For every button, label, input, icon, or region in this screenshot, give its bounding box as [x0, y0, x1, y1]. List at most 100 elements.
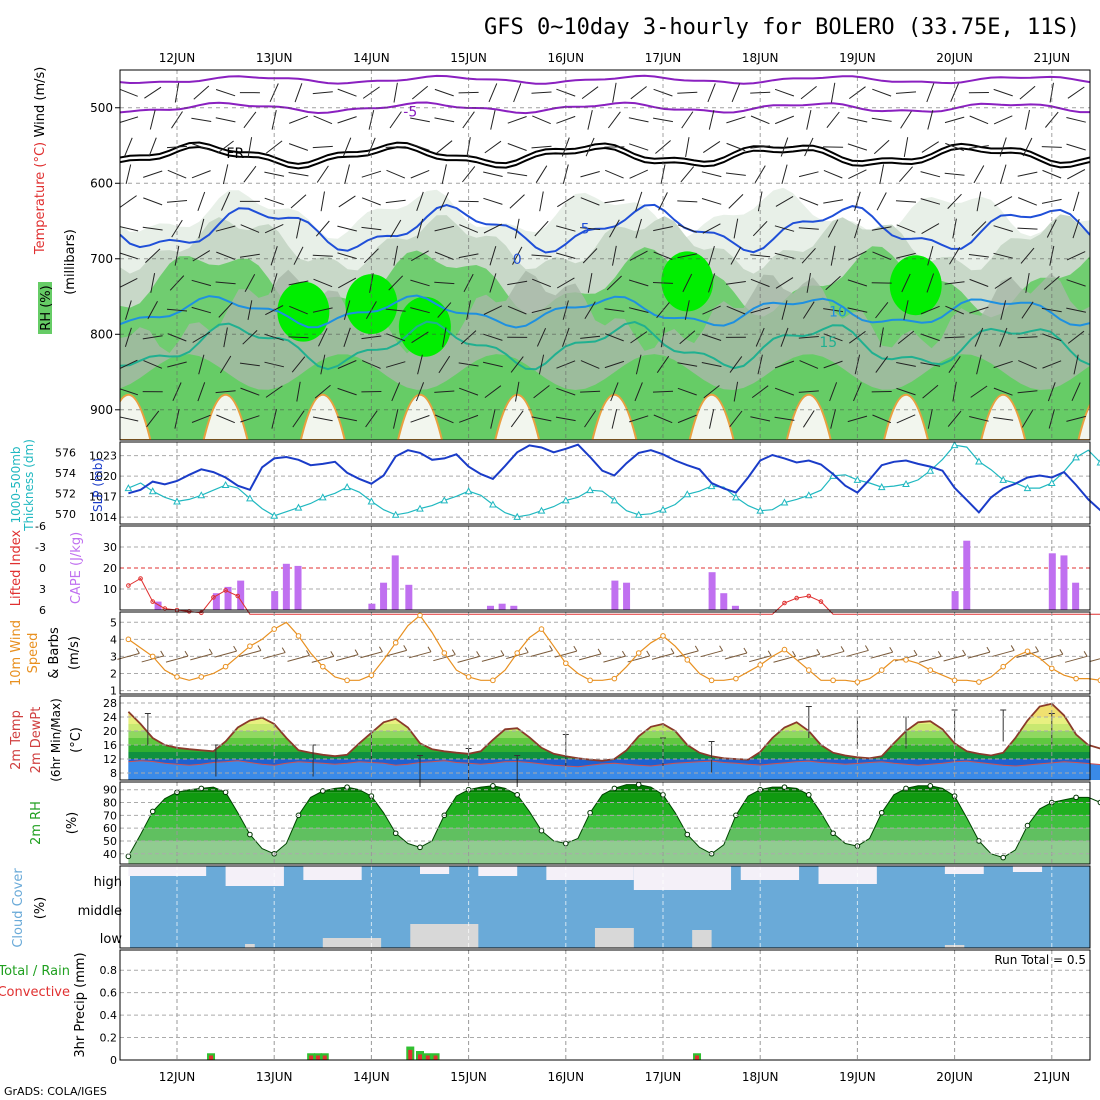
- wind-barb: [825, 275, 841, 291]
- wind-speed-marker: [320, 663, 326, 670]
- wind-label-1: 10m Wind: [9, 620, 24, 686]
- bottom-date-label: 21JUN: [1034, 1070, 1071, 1084]
- top-date-label: 17JUN: [645, 51, 682, 65]
- precip-convective-bar: [309, 1055, 314, 1060]
- thickness-marker: [610, 496, 619, 504]
- thickness-marker: [1047, 478, 1056, 486]
- precip-panel: 0 0.2 0.4 0.6 0.8 Run Total = 0.5 3hr Precip (…: [0, 949, 1091, 1067]
- wind-barb: [462, 166, 476, 183]
- wind-barb: [993, 252, 1014, 259]
- wind-barb: [318, 328, 328, 347]
- wind-barb: [754, 165, 766, 184]
- rh-color-band: [128, 802, 1090, 816]
- temp-contour-10: [120, 294, 1090, 329]
- wind-barb: [993, 88, 1013, 97]
- wind-barb: [288, 280, 309, 286]
- wind-barb: [438, 355, 451, 374]
- bottom-date-label: 16JUN: [548, 1070, 585, 1084]
- surface-wind-barb: [287, 650, 310, 662]
- wind-barb: [774, 88, 795, 97]
- wind-barb: [701, 333, 722, 341]
- cape-bar: [731, 605, 739, 610]
- wind-barb: [806, 273, 811, 293]
- rh2m-marker: [781, 784, 788, 790]
- wind-barb: [780, 137, 789, 157]
- wind-barb: [314, 384, 331, 399]
- wind-barb: [707, 83, 716, 103]
- rh-high-blob: [398, 296, 451, 357]
- wind-barb: [628, 117, 649, 123]
- wind-barb: [1020, 247, 1035, 264]
- wind-barb: [507, 116, 527, 124]
- wind-barb: [296, 381, 301, 402]
- surface-wind-barb: [870, 646, 894, 659]
- wind-barb: [780, 327, 789, 347]
- wind-speed-marker: [514, 650, 521, 656]
- thickness-label-2: Thickness (dm): [22, 439, 36, 532]
- thickness-marker: [902, 479, 910, 488]
- wind-barb: [125, 164, 132, 185]
- wind-barb: [531, 91, 552, 94]
- high-cloud-gap: [303, 866, 362, 880]
- wind-barb: [629, 169, 649, 179]
- wind-barb: [142, 226, 163, 231]
- surface-wind-barb: [263, 647, 286, 660]
- wind-barb: [823, 169, 843, 179]
- wind-barb: [830, 409, 836, 429]
- wind-barb: [611, 408, 618, 429]
- rh2m-marker: [1000, 854, 1007, 861]
- wind-barb: [701, 362, 722, 367]
- bottom-date-label: 20JUN: [936, 1070, 973, 1084]
- panel-frame: [119, 69, 1091, 441]
- wind-barb: [605, 169, 624, 179]
- rh-color-band: [128, 815, 1090, 829]
- wind-barb: [344, 164, 350, 185]
- temp-tick-label: 24: [103, 711, 117, 724]
- wind-tick-label: 2: [110, 668, 117, 681]
- wind-label-2: Speed: [26, 633, 41, 674]
- rh2m-marker: [392, 830, 399, 837]
- wind-barb: [801, 247, 816, 264]
- wind-barb: [871, 226, 892, 231]
- wind-barb: [896, 362, 916, 367]
- wind-barb: [630, 331, 648, 344]
- wind-barb: [243, 165, 257, 183]
- wind-barb: [634, 382, 643, 402]
- wind-barb: [879, 164, 885, 185]
- lifted-marker: [806, 593, 812, 599]
- wind-barb: [775, 195, 794, 207]
- surface-wind-barb: [700, 645, 724, 658]
- thickness-tick-label: 574: [55, 467, 76, 480]
- thickness-marker: [294, 503, 303, 511]
- wind-barb: [361, 226, 382, 231]
- cape-bar: [294, 565, 302, 610]
- high-cloud-gap: [478, 866, 518, 876]
- temp-label-2: 2m DewPt: [29, 707, 44, 774]
- wind-barb: [580, 171, 600, 178]
- wind-barb: [969, 115, 989, 125]
- rh2m-marker: [149, 808, 156, 815]
- wind-barb: [682, 273, 693, 293]
- wind-barb: [875, 301, 889, 319]
- wind-barb: [895, 200, 917, 203]
- wind-speed-marker: [1024, 648, 1031, 655]
- slp-tick-label: 1014: [89, 511, 117, 524]
- wind-barb: [1017, 227, 1038, 230]
- cloud-label-1: Cloud Cover: [11, 868, 26, 948]
- y-tick-label: 800: [90, 327, 113, 341]
- y-label-rh: RH (%): [39, 285, 54, 330]
- wind-barb: [900, 111, 912, 129]
- wind-barb: [120, 116, 139, 123]
- wind-barb: [191, 117, 212, 122]
- wind-barb: [538, 354, 545, 375]
- thickness-tick-label: 572: [55, 487, 76, 500]
- surface-wind-barb: [1040, 649, 1064, 661]
- wind-barb: [288, 143, 309, 151]
- wind-barb: [901, 273, 911, 293]
- panel-frame: [119, 865, 1091, 949]
- rh2m-marker: [806, 792, 812, 798]
- temp-contour-freezing: [120, 141, 1090, 165]
- thickness-marker: [586, 486, 594, 494]
- wind-barb: [903, 300, 909, 321]
- wind-barb: [799, 360, 819, 369]
